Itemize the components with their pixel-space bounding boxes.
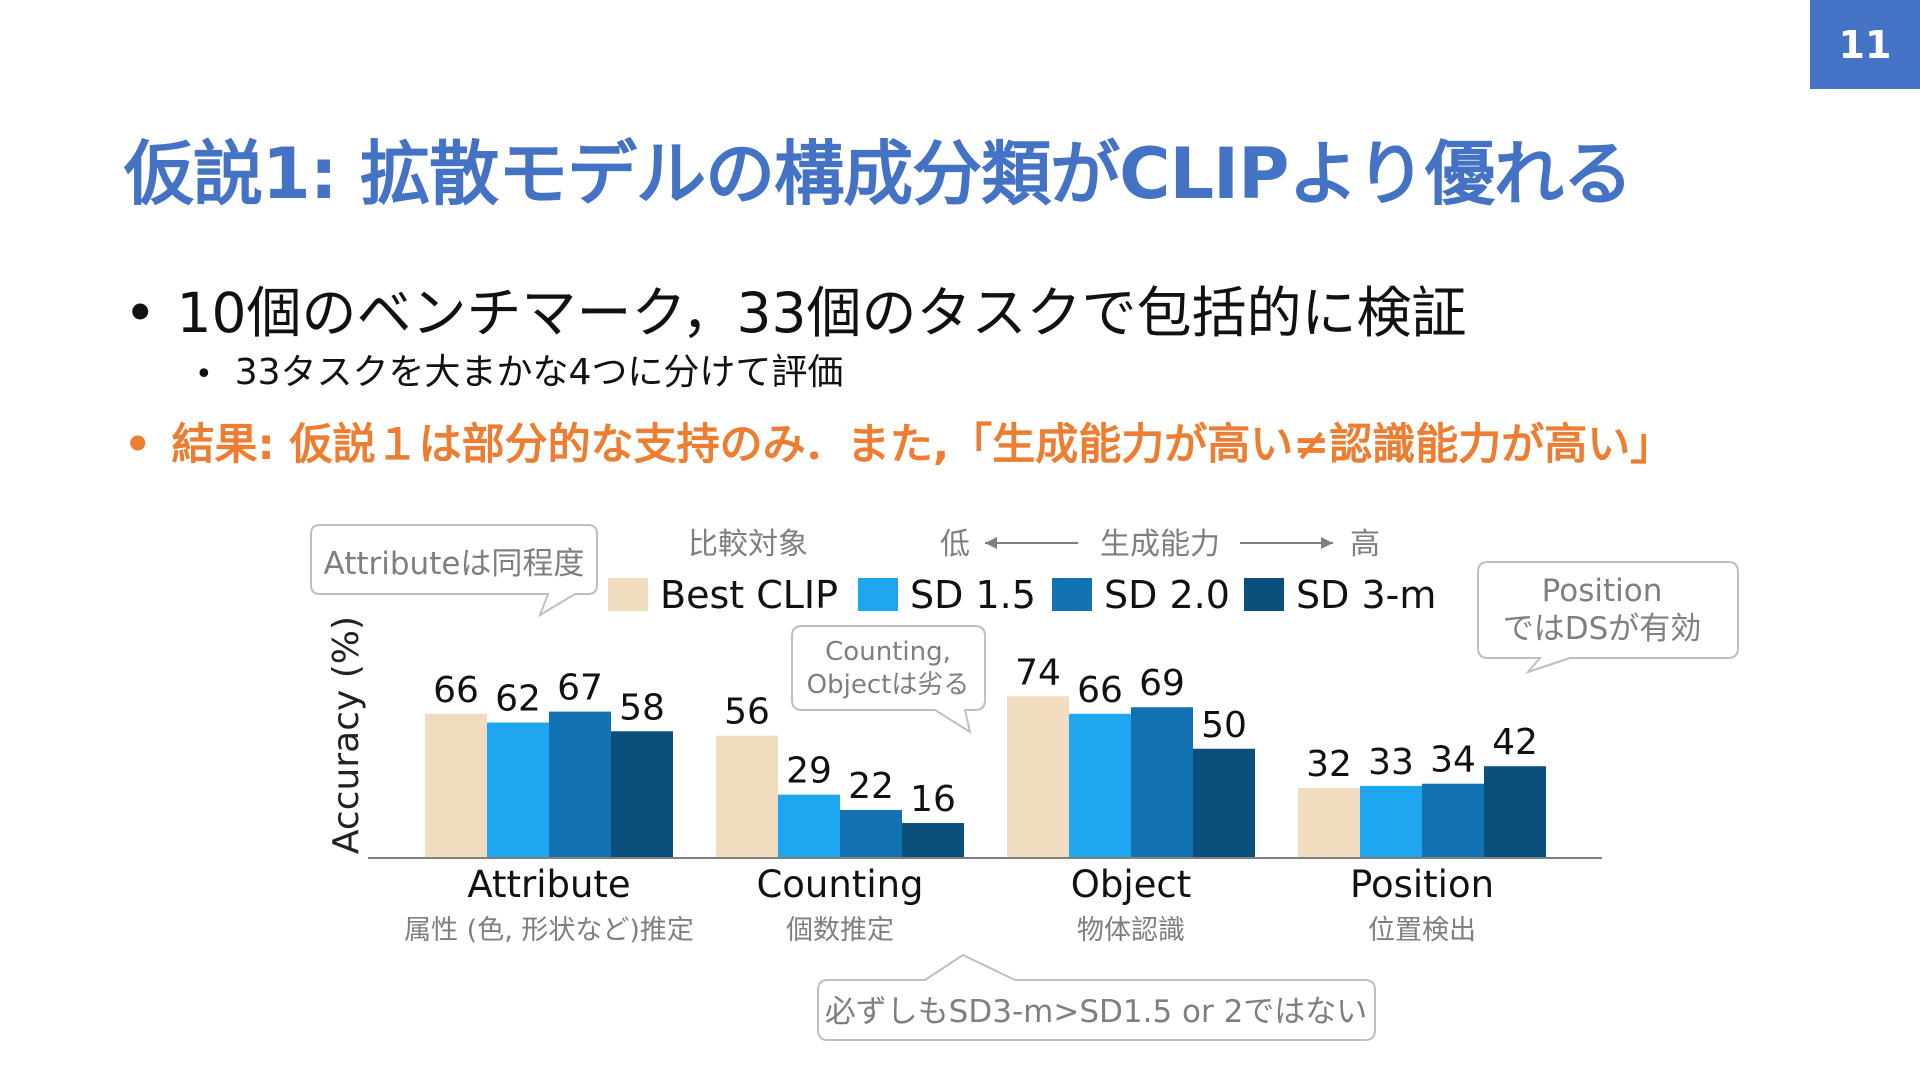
x-axis-labels: Attribute 属性 (色, 形状など)推定 Counting 個数推定 Objec…: [404, 863, 1494, 946]
x-tick-label: Attribute: [467, 863, 630, 906]
bar-counting-sd-3-m: [902, 823, 964, 858]
bar-position-sd-1-5: [1360, 785, 1422, 858]
bullet-text: 10個のベンチマーク，33個のタスクで包括的に検証: [176, 281, 1467, 345]
bar-counting-sd-1-5: [778, 794, 840, 858]
legend-label: Best CLIP: [660, 573, 838, 617]
callout-counting-object: Counting, Objectは劣る: [791, 625, 986, 735]
bar-counting-best-clip: [716, 735, 778, 858]
bar-series: [425, 696, 1546, 858]
bullet-dot: •: [124, 420, 152, 470]
callout-attribute: Attributeは同程度: [310, 524, 598, 618]
bar-object-sd-1-5: [1069, 713, 1131, 858]
legend-label: SD 2.0: [1104, 573, 1230, 617]
value-label: 56: [724, 692, 770, 733]
value-label: 33: [1368, 742, 1414, 783]
value-label: 58: [619, 687, 665, 728]
bar-attribute-sd-3-m: [611, 731, 673, 858]
value-label: 34: [1430, 740, 1476, 781]
callout-position: Position ではDSが有効: [1477, 561, 1739, 675]
bullet-result: • 結果: 仮説１は部分的な支持のみ．また,「生成能力が高い≠認識能力が高い」: [124, 410, 1673, 472]
x-tick-sublabel: 個数推定: [786, 915, 894, 946]
legend-label: SD 3-m: [1296, 573, 1436, 617]
bar-attribute-best-clip: [425, 713, 487, 858]
callout-counting-line1: Counting,: [825, 637, 951, 667]
page-number: 11: [1810, 0, 1920, 89]
bar-object-best-clip: [1007, 696, 1069, 858]
legend-high-label: 高: [1350, 527, 1380, 562]
bullet-benchmarks: • 10個のベンチマーク，33個のタスクで包括的に検証: [124, 268, 1466, 348]
callout-counting-line2: Objectは劣る: [807, 670, 970, 700]
legend-compare-label: 比較対象: [688, 527, 808, 562]
legend-swatch: [1244, 578, 1284, 611]
value-label: 32: [1306, 744, 1352, 785]
bar-position-sd-3-m: [1484, 766, 1546, 858]
legend-low-label: 低: [940, 527, 970, 562]
legend-generation-label: 生成能力: [1100, 527, 1220, 562]
bar-position-best-clip: [1298, 788, 1360, 858]
x-tick-label: Position: [1350, 863, 1494, 906]
slide-title: 仮説1: 拡散モデルの構成分類がCLIPより優れる: [124, 133, 1633, 215]
value-label: 66: [1077, 670, 1123, 711]
value-label: 74: [1015, 652, 1061, 693]
value-label: 29: [786, 751, 832, 792]
bar-object-sd-3-m: [1193, 748, 1255, 858]
value-label: 67: [557, 668, 603, 709]
chart-legend: Best CLIP SD 1.5 SD 2.0 SD 3-m: [608, 573, 1436, 617]
callout-bottom: 必ずしもSD3-m>SD1.5 or 2ではない: [817, 953, 1376, 1041]
arrow-left-icon: [985, 537, 997, 549]
callout-attribute-text: Attributeは同程度: [324, 546, 585, 582]
value-label: 69: [1139, 663, 1185, 704]
value-label: 62: [495, 679, 541, 720]
legend-header: 比較対象 低 生成能力 高: [688, 527, 1380, 562]
bar-object-sd-2-0: [1131, 707, 1193, 858]
x-tick-sublabel: 物体認識: [1077, 915, 1185, 946]
x-tick-sublabel: 属性 (色, 形状など)推定: [404, 915, 694, 946]
arrow-right-icon: [1321, 537, 1333, 549]
bar-counting-sd-2-0: [840, 809, 902, 858]
value-label: 66: [433, 670, 479, 711]
value-label: 16: [910, 779, 956, 820]
bar-position-sd-2-0: [1422, 783, 1484, 858]
callout-bottom-text: 必ずしもSD3-m>SD1.5 or 2ではない: [825, 994, 1368, 1030]
legend-swatch: [1052, 578, 1092, 611]
x-tick-label: Object: [1071, 863, 1192, 906]
bar-attribute-sd-2-0: [549, 711, 611, 858]
x-tick-sublabel: 位置検出: [1368, 915, 1476, 946]
bullet-dot: •: [124, 281, 157, 345]
sub-bullet-tasks: • 33タスクを大まかな4つに分けて評価: [195, 343, 843, 395]
value-label: 22: [848, 766, 894, 807]
x-tick-label: Counting: [756, 863, 923, 906]
value-label: 42: [1492, 722, 1538, 763]
bar-attribute-sd-1-5: [487, 722, 549, 858]
callout-position-line2: ではDSが有効: [1503, 611, 1702, 647]
bullet-dot: •: [195, 357, 213, 392]
value-label: 50: [1201, 705, 1247, 746]
value-labels: 66 62 67 58 56 29 22 16 74 66 69 50 32 33 34 42: [433, 652, 1538, 820]
legend-label: SD 1.5: [910, 573, 1036, 617]
legend-swatch: [608, 578, 648, 611]
legend-swatch: [858, 578, 898, 611]
bullet-text: 結果: 仮説１は部分的な支持のみ．また,「生成能力が高い≠認識能力が高い」: [171, 420, 1674, 470]
callout-position-line1: Position: [1542, 573, 1663, 609]
bullet-text: 33タスクを大まかな4つに分けて評価: [234, 352, 844, 393]
y-axis-label: Accuracy (%): [326, 616, 367, 854]
